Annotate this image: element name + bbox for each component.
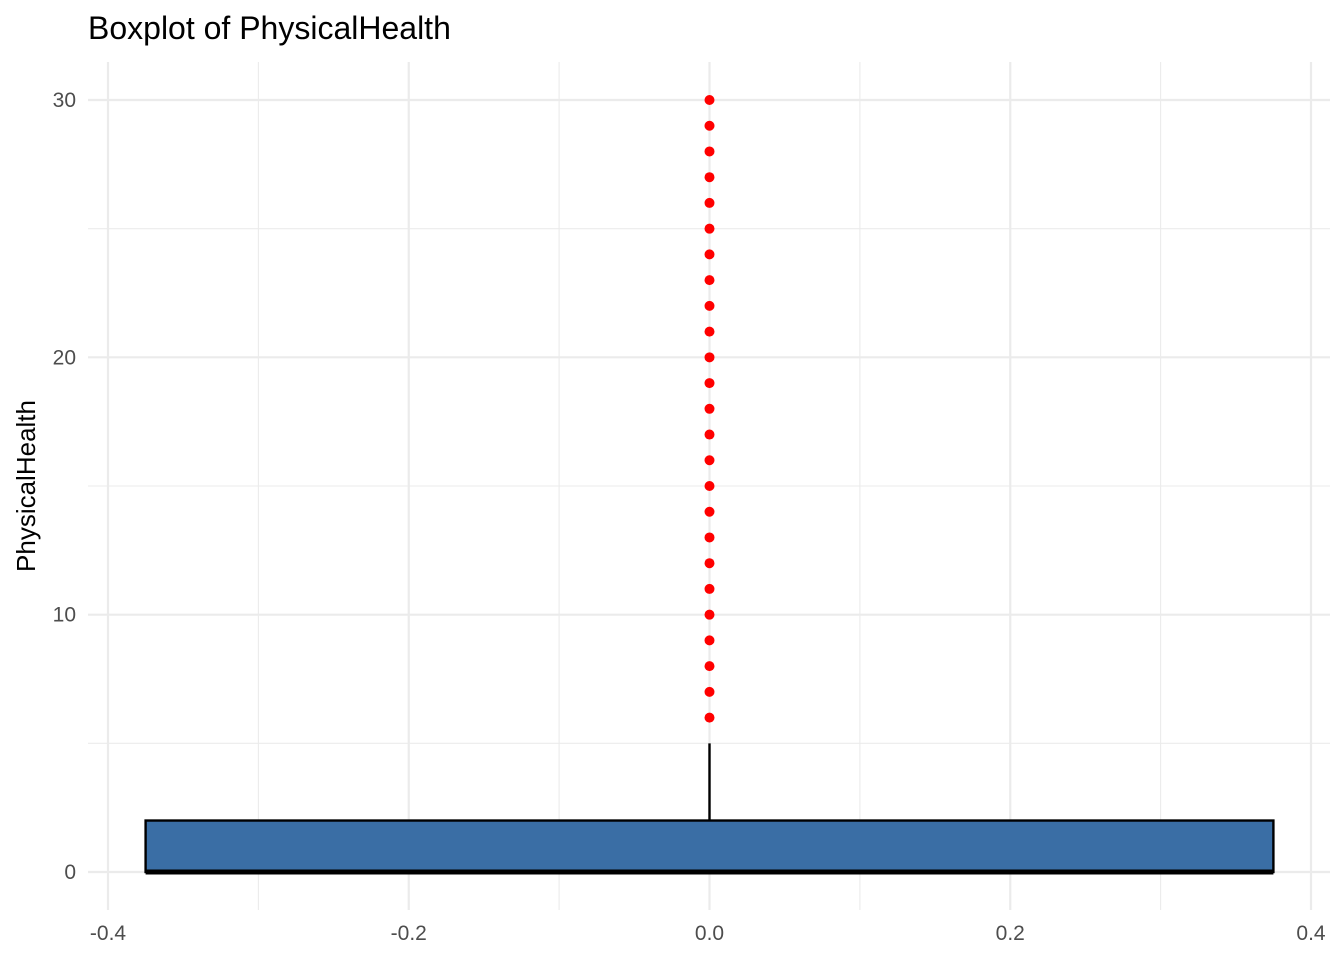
- x-tick-label: 0.0: [695, 922, 724, 945]
- outlier-point: [704, 146, 715, 157]
- box-iqr: [144, 819, 1275, 874]
- outlier-point: [704, 455, 715, 466]
- outlier-point: [704, 249, 715, 260]
- y-axis-title: PhysicalHealth: [11, 400, 41, 572]
- outlier-point: [704, 378, 715, 389]
- outlier-point: [704, 275, 715, 286]
- outlier-points: [704, 95, 715, 723]
- outlier-point: [704, 326, 715, 337]
- outlier-point: [704, 661, 715, 672]
- outlier-point: [704, 197, 715, 208]
- outlier-point: [704, 609, 715, 620]
- outlier-point: [704, 120, 715, 131]
- x-tick-label: -0.2: [391, 922, 427, 945]
- outlier-point: [704, 635, 715, 646]
- outlier-point: [704, 532, 715, 543]
- outlier-point: [704, 403, 715, 414]
- outlier-point: [704, 506, 715, 517]
- outlier-point: [704, 583, 715, 594]
- outlier-point: [704, 300, 715, 311]
- outlier-point: [704, 172, 715, 183]
- outlier-point: [704, 686, 715, 697]
- y-tick-label: 10: [53, 604, 76, 627]
- outlier-point: [704, 429, 715, 440]
- tick-labels: -0.4 -0.2 0.0 0.2 0.4 0 10 20 30: [53, 89, 1326, 945]
- outlier-point: [704, 712, 715, 723]
- y-tick-label: 30: [53, 89, 76, 112]
- outlier-point: [704, 481, 715, 491]
- y-tick-label: 0: [64, 861, 76, 884]
- x-tick-label: -0.4: [90, 922, 127, 945]
- x-tick-label: 0.2: [996, 922, 1025, 945]
- outlier-point: [704, 95, 715, 105]
- x-tick-label: 0.4: [1296, 922, 1326, 945]
- y-tick-label: 20: [53, 346, 76, 369]
- outlier-point: [704, 223, 715, 234]
- boxplot: [144, 743, 1275, 875]
- outlier-point: [704, 558, 715, 569]
- chart-title: Boxplot of PhysicalHealth: [88, 10, 451, 46]
- outlier-point: [704, 352, 715, 363]
